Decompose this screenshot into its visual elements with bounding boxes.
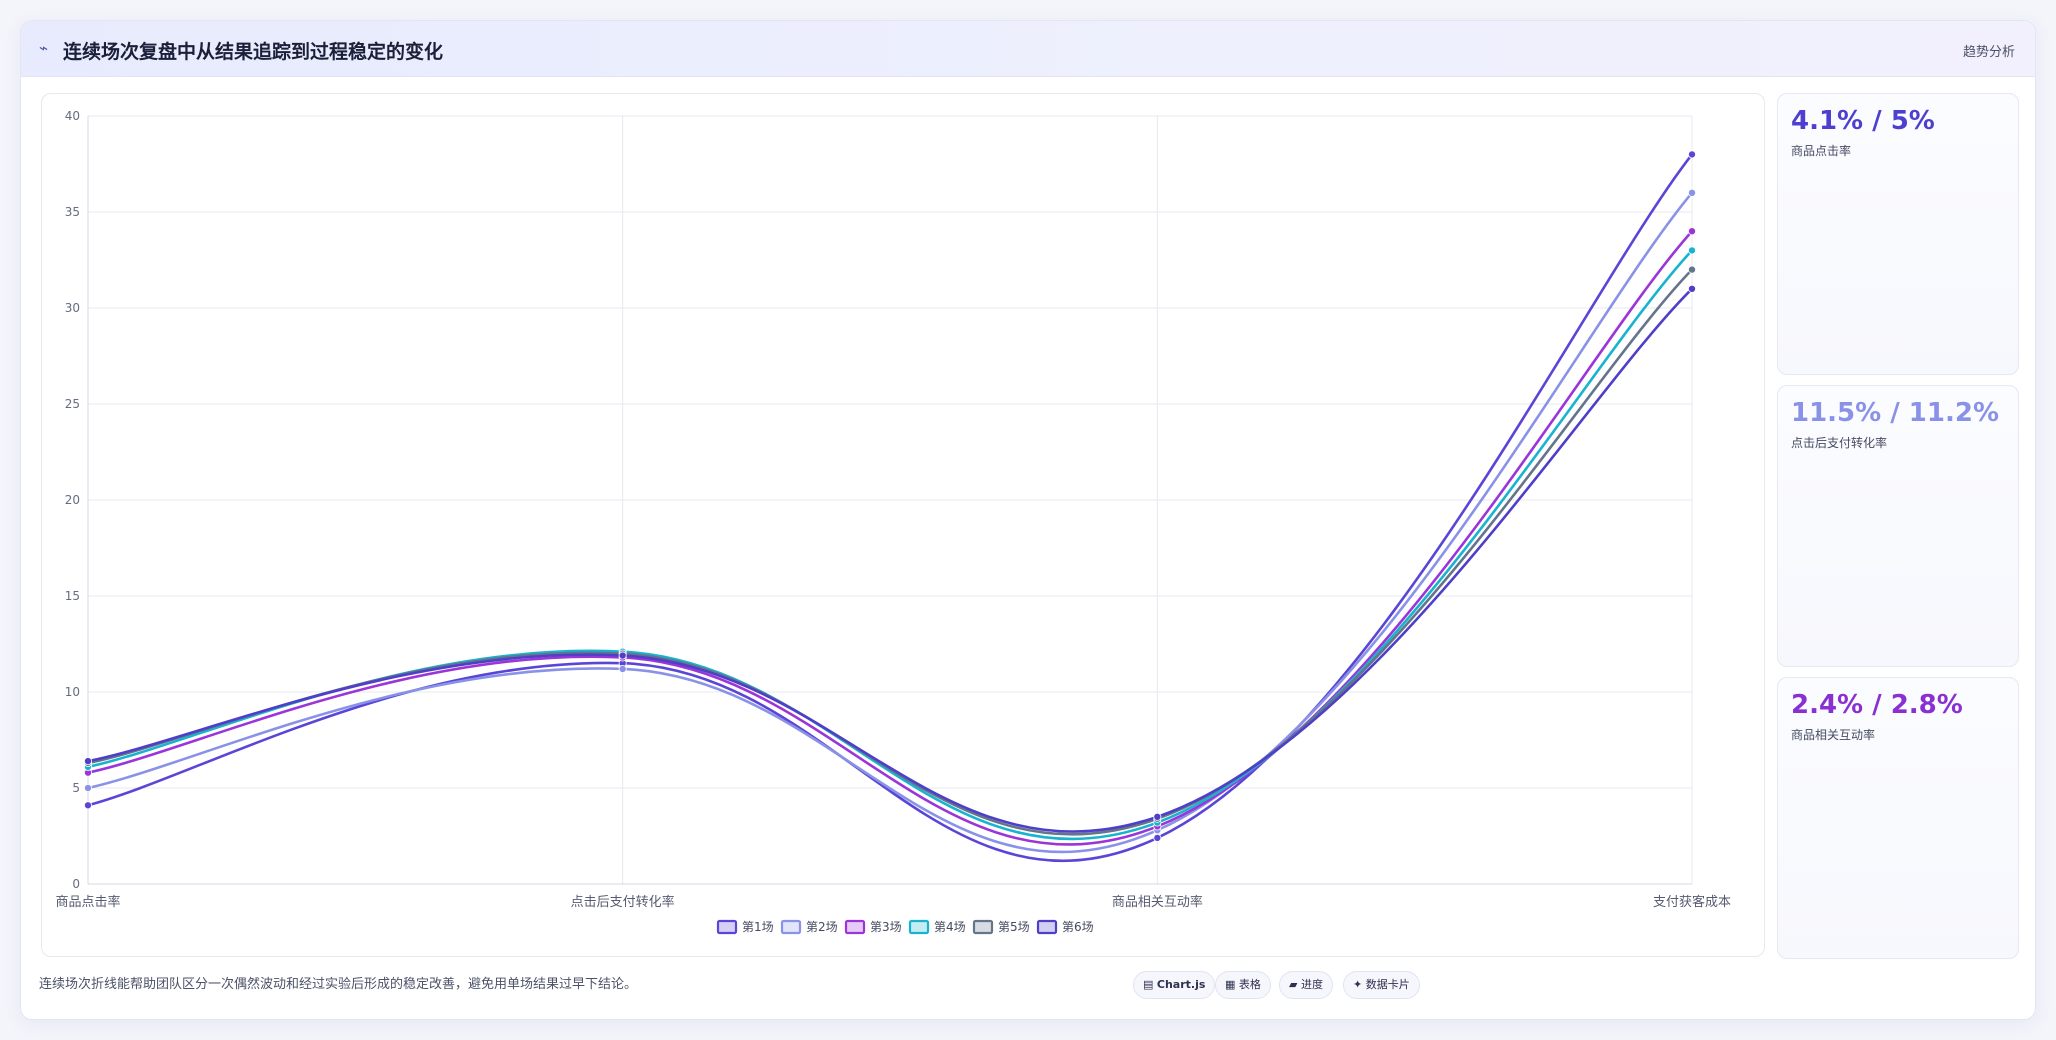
legend-swatch [1036,919,1058,935]
y-tick-label: 30 [65,301,80,315]
y-tick-label: 5 [72,781,80,795]
stat-value: 4.1% / 5% [1791,106,1935,136]
series-line [87,230,1693,846]
y-tick-label: 20 [65,493,80,507]
data-point [618,664,627,673]
progress-icon: ▰ [1289,978,1298,991]
stat-value: 2.4% / 2.8% [1791,690,1963,720]
series-line [87,287,1693,833]
y-tick-label: 15 [65,589,80,603]
stat-card-click-rate: 4.1% / 5% 商品点击率 [1777,93,2019,375]
data-point [1688,188,1697,197]
trend-line-icon: ⌁ [39,39,49,57]
data-point [1688,265,1697,274]
stat-card-conversion-rate: 11.5% / 11.2% 点击后支付转化率 [1777,385,2019,667]
data-point [1688,150,1697,159]
stat-card-interaction-rate: 2.4% / 2.8% 商品相关互动率 [1777,677,2019,959]
x-tick-label: 支付获客成本 [1653,894,1731,910]
legend-label: 第2场 [806,920,838,934]
chip-chartjs[interactable]: ▤ Chart.js [1133,971,1216,999]
x-tick-label: 点击后支付转化率 [571,894,675,910]
series-line [87,191,1693,854]
chip-data-card[interactable]: ✦ 数据卡片 [1343,971,1420,999]
y-tick-label: 25 [65,397,80,411]
chip-table[interactable]: ▦ 表格 [1215,971,1271,999]
y-tick-label: 10 [65,685,80,699]
data-point [1688,227,1697,236]
chart-icon: ▤ [1143,978,1154,991]
x-tick-label: 商品点击率 [55,894,120,910]
legend-label: 第1场 [742,920,774,934]
legend-label: 第6场 [1062,920,1094,934]
legend-swatch [844,919,866,935]
page-title: 连续场次复盘中从结果追踪到过程稳定的变化 [63,41,444,63]
chip-progress[interactable]: ▰ 进度 [1279,971,1333,999]
legend-swatch [972,919,994,935]
analysis-card: ⌁ 连续场次复盘中从结果追踪到过程稳定的变化 趋势分析 0 5 10 15 20 25 30… [20,20,2036,1020]
stat-label: 商品相关互动率 [1791,728,1876,742]
sparkle-icon: ✦ [1353,978,1363,991]
footer-note: 连续场次折线能帮助团队区分一次偶然波动和经过实验后形成的稳定改善，避免用单场结果… [39,977,638,992]
data-point [618,651,627,660]
series-line [87,153,1694,862]
data-point [84,801,93,810]
chip-label: 进度 [1300,978,1323,991]
data-point [84,757,93,766]
stat-label: 点击后支付转化率 [1791,436,1888,450]
chart-panel: 0 5 10 15 20 25 30 35 40 商品点击率 点击后支付转化率 商品相关互动率 支付获客… [41,93,1765,957]
data-point [84,784,93,793]
series-line [87,268,1693,836]
stat-label: 商品点击率 [1791,144,1852,158]
legend-swatch [716,919,738,935]
y-tick-label: 0 [72,877,80,891]
category-tag: 趋势分析 [1962,45,2015,60]
x-tick-label: 商品相关互动率 [1112,894,1203,910]
chip-label: 数据卡片 [1365,978,1410,991]
legend-label: 第4场 [934,920,966,934]
legend-swatch [780,919,802,935]
chip-label: Chart.js [1156,978,1206,991]
y-tick-label: 40 [65,109,80,123]
data-point [1688,284,1697,293]
series-line [87,249,1693,841]
table-icon: ▦ [1225,978,1236,991]
legend-swatch [908,919,930,935]
card-header: ⌁ 连续场次复盘中从结果追踪到过程稳定的变化 趋势分析 [21,21,2035,77]
y-tick-label: 35 [65,205,80,219]
stat-value: 11.5% / 11.2% [1791,398,1999,428]
legend-label: 第5场 [998,920,1030,934]
legend-label: 第3场 [870,920,902,934]
data-point [1153,833,1162,842]
data-point [1688,246,1697,255]
line-chart: 0 5 10 15 20 25 30 35 40 商品点击率 点击后支付转化率 商品相关互动率 支付获客… [55,109,1731,935]
chip-label: 表格 [1238,978,1261,991]
data-point [1153,812,1162,821]
